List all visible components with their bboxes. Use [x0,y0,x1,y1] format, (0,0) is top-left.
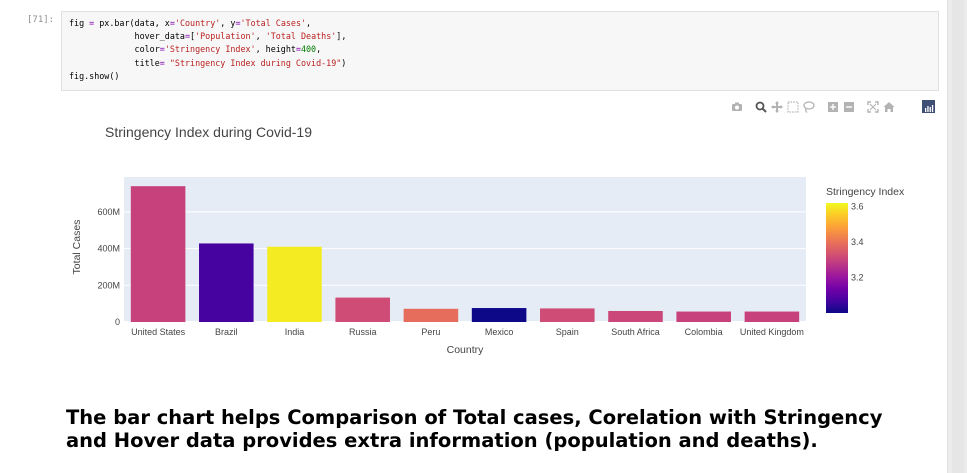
code-token: = [295,44,301,55]
code-token: "Stringency Index during Covid-19" [169,57,342,68]
colorbar-tick-label: 3.4 [851,237,864,247]
code-token: color [69,44,160,55]
x-tick-label: Spain [556,327,579,337]
bar-mexico[interactable] [471,308,527,322]
code-token: 'Total Cases' [240,18,307,28]
x-tick-label: Mexico [485,327,514,337]
bar-united-kingdom[interactable] [744,311,800,322]
code-cell[interactable]: fig = px.bar(data, x='Country', y='Total… [61,11,939,91]
y-tick-label: 200M [97,280,120,290]
x-tick-label: South Africa [611,327,660,337]
code-token: 'Population' [195,31,256,42]
bar-spain[interactable] [540,308,595,322]
page-scrollbar[interactable] [947,0,967,473]
zoom-icon[interactable] [754,100,768,114]
x-tick-label: India [285,327,305,337]
plotly-logo-icon[interactable] [922,100,935,113]
code-token: 'Country' [174,18,221,28]
bar-russia[interactable] [335,297,390,322]
code-line: fig.show() [69,70,931,83]
code-token: title [69,57,160,68]
bar-peru[interactable] [403,308,459,322]
code-token: = [89,18,95,28]
code-line: fig = px.bar(data, x='Country', y='Total… [69,17,931,30]
colorbar-tick-label: 3.2 [851,273,864,283]
reset-axes-icon[interactable] [882,100,896,114]
box-select-icon[interactable] [786,100,800,114]
y-axis-title: Total Cases [71,220,83,275]
code-token: , y [220,18,236,28]
x-tick-label: Colombia [685,327,723,337]
y-tick-label: 600M [97,207,120,217]
code-token: , [255,31,266,42]
code-token: = [169,18,175,28]
code-token: hover_data [69,31,185,42]
code-token: [ [190,31,196,42]
pan-icon[interactable] [770,100,784,114]
camera-icon[interactable] [730,100,744,114]
bar-brazil[interactable] [199,243,254,322]
bar-india[interactable] [267,246,322,322]
code-token: = [184,31,191,42]
bars [130,186,800,322]
x-axis-title: Country [447,344,485,356]
code-line: title= "Stringency Index during Covid-19… [69,57,931,70]
bar-chart: Stringency Index during Covid-19 0 200M 40… [71,124,905,356]
code-token: , height [255,44,296,55]
x-tick-label: Peru [421,327,440,337]
code-token: fig.show() [69,70,120,81]
code-token: fig [69,18,90,28]
plotly-modebar [730,100,898,114]
markdown-paragraph: The bar chart helps Comparison of Total … [66,406,883,452]
colorbar-gradient [826,203,848,313]
code-token: = [159,44,165,55]
code-token: ) [341,57,347,68]
code-line: color='Stringency Index', height=400, [69,43,931,56]
x-tick-label: United States [131,327,186,337]
cell-prompt: [71]: [27,15,55,25]
code-token: 400 [300,44,317,55]
colorbar-title: Stringency Index [826,186,905,198]
code-token: = [235,18,241,28]
chart-title: Stringency Index during Covid-19 [105,124,312,140]
bar-colombia[interactable] [676,311,731,322]
code-editor[interactable]: fig = px.bar(data, x='Country', y='Total… [69,17,931,83]
code-token: ], [336,31,347,42]
colorbar: Stringency Index 3.2 3.4 3.6 [826,186,905,313]
x-tick-label: United Kingdom [740,327,804,337]
y-tick-label: 0 [115,317,120,327]
zoom-out-icon[interactable] [842,100,856,114]
bar-united-states[interactable] [130,186,186,322]
y-axis-ticks: 0 200M 400M 600M [97,207,120,327]
code-token: 'Stringency Index' [164,44,256,55]
code-token: , [306,18,312,28]
colorbar-tick-label: 3.6 [851,202,864,212]
bar-south-africa[interactable] [608,310,663,322]
x-tick-label: Russia [349,327,377,337]
autoscale-icon[interactable] [866,100,880,114]
lasso-select-icon[interactable] [802,100,816,114]
x-tick-label: Brazil [215,327,238,337]
scrollbar-thumb[interactable] [952,0,964,473]
code-token: px.bar(data, x [94,18,170,28]
x-axis-ticks: United States Brazil India Russia Peru Mexico… [131,327,804,337]
colorbar-ticks: 3.2 3.4 3.6 [851,202,864,283]
y-tick-label: 400M [97,244,120,254]
zoom-in-icon[interactable] [826,100,840,114]
code-token: = [159,57,165,68]
code-token: , [316,44,322,55]
code-line: hover_data=['Population', 'Total Deaths'… [69,30,931,43]
code-token: 'Total Deaths' [265,31,337,42]
